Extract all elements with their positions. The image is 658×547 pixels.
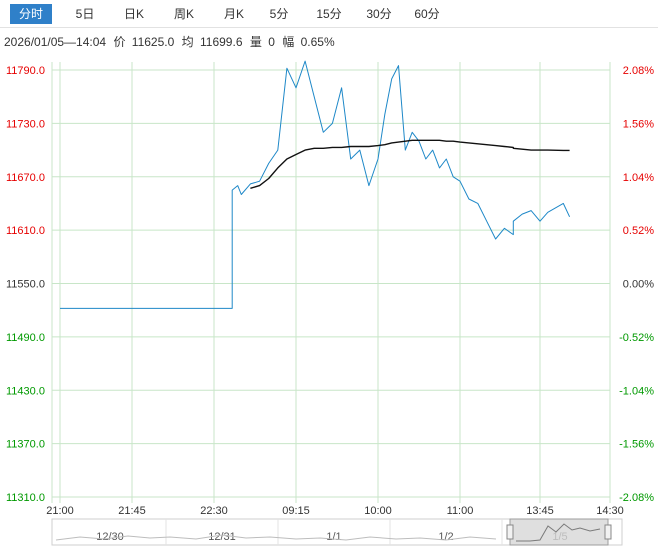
info-price: 11625.0 [131,35,175,49]
info-volume-label: 量 [249,35,262,49]
navigator-history-line [55,534,497,541]
tab-5[interactable]: 5分 [269,7,289,21]
info-avg: 11699.6 [200,35,243,49]
navigator-right-handle[interactable] [604,524,612,540]
price-line [60,60,571,309]
y-tick-label: 11550.0 [6,279,45,291]
y-tick-label: 11310.0 [6,492,45,504]
y-tick-label: 11610.0 [6,225,45,237]
y-tick-label: 11370.0 [6,439,45,451]
pct-tick-label: -1.56% [619,439,654,451]
tab-2[interactable]: 日K [123,7,144,21]
tab-0[interactable]: 分时 [10,4,52,24]
pct-tick-label: 0.52% [623,225,654,237]
x-tick-label: 10:00 [364,505,392,517]
navigator-selected-line [516,523,601,542]
tab-4[interactable]: 月K [223,7,244,21]
x-tick-label: 14:30 [596,505,624,517]
navigator-date-label: 12/31 [208,531,236,543]
y-tick-label: 11730.0 [6,118,45,130]
info-volume: 0 [268,35,275,49]
x-tick-label: 09:15 [282,505,310,517]
pct-tick-label: -1.04% [619,385,654,397]
tab-7[interactable]: 30分 [366,7,392,21]
y-tick-label: 11490.0 [6,332,45,344]
tab-6[interactable]: 15分 [316,7,342,21]
pct-tick-label: 0.00% [623,279,654,291]
tab-3[interactable]: 周K [173,7,194,21]
x-tick-label: 11:00 [447,505,474,517]
quote-info-bar: 2026/01/05—14:04 价 11625.0 均 11699.6 量 0… [4,33,335,50]
navigator-date-label: 1/1 [326,531,341,543]
average-price-line [250,139,570,189]
info-change: 0.65% [300,35,335,49]
x-tick-label: 21:45 [118,505,146,517]
period-tabs: 分时 5日 日K 周K 月K 5分 15分 30分 60分 [0,0,658,28]
navigator-date-label: 12/30 [96,531,124,543]
y-tick-label: 11430.0 [6,385,45,397]
x-tick-label: 22:30 [200,505,228,517]
pct-tick-label: -0.52% [619,332,654,344]
info-datetime: 2026/01/05—14:04 [4,35,107,49]
tab-1[interactable]: 5日 [75,7,95,21]
pct-tick-label: 1.56% [623,118,654,130]
pct-tick-label: -2.08% [619,492,654,504]
info-avg-label: 均 [181,35,194,49]
y-tick-label: 11670.0 [6,172,45,184]
pct-tick-label: 1.04% [623,172,654,184]
tab-8[interactable]: 60分 [414,7,440,21]
info-change-label: 幅 [282,35,295,49]
info-price-label: 价 [113,35,126,49]
navigator-date-label: 1/2 [438,531,453,543]
x-tick-label: 21:00 [46,505,74,517]
navigator-left-handle[interactable] [506,524,514,540]
y-tick-label: 11790.0 [6,65,45,77]
x-tick-label: 13:45 [526,505,554,517]
pct-tick-label: 2.08% [623,65,654,77]
